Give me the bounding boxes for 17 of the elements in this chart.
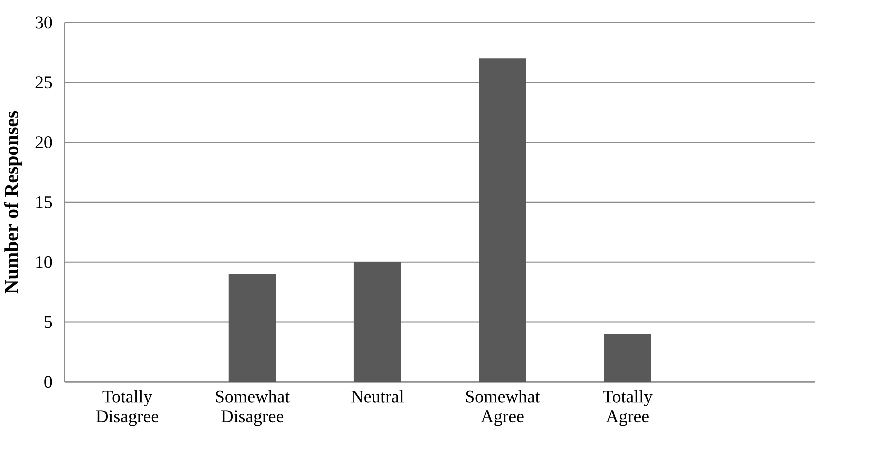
bar: [354, 262, 402, 382]
bar: [479, 58, 526, 382]
y-tick-label: 10: [36, 256, 52, 268]
y-axis-title: Number of Responses: [4, 111, 23, 294]
x-tick-label: Somewhat Agree: [466, 390, 540, 426]
y-tick-label: 20: [36, 136, 52, 148]
y-tick-label: 0: [44, 376, 52, 388]
y-tick-label: 25: [36, 76, 52, 88]
x-tick-label: Totally Disagree: [96, 390, 158, 426]
x-tick-label: Somewhat Disagree: [216, 390, 290, 426]
y-tick-label: 5: [44, 316, 52, 328]
y-tick-label: 15: [36, 196, 52, 208]
x-tick-label: Neutral: [352, 390, 404, 403]
bar: [228, 274, 276, 382]
x-tick-label: Totally Agree: [603, 390, 653, 426]
bar: [604, 334, 652, 382]
y-tick-label: 30: [36, 16, 52, 29]
